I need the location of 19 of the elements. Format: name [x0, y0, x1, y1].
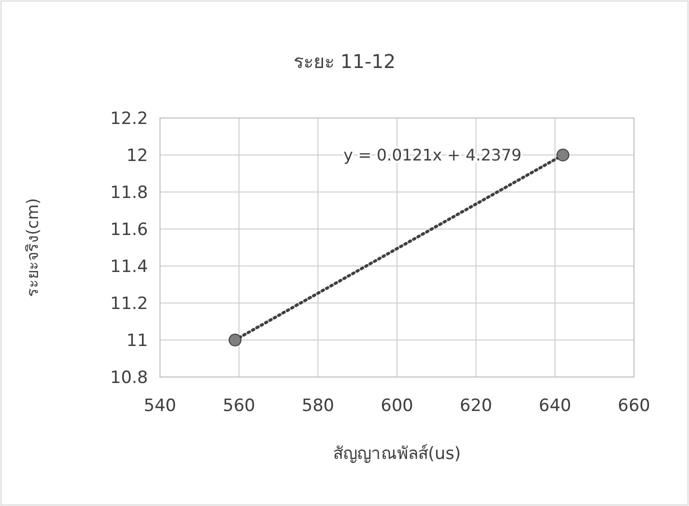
x-tick-label: 540 [144, 396, 176, 416]
y-tick-label: 10.8 [110, 368, 148, 388]
y-tick-label: 11.2 [110, 294, 148, 314]
y-tick-label: 11.6 [110, 220, 148, 240]
y-axis-title: ระยะจริง(cm) [23, 198, 42, 297]
x-tick-label: 580 [302, 396, 334, 416]
y-tick-label: 11 [126, 330, 148, 351]
y-tick-label: 11.4 [110, 256, 148, 277]
x-tick-label: 560 [222, 396, 256, 416]
x-tick-label: 620 [460, 396, 492, 416]
y-tick-label: 11.8 [110, 182, 148, 203]
chart-title: ระยะ 11-12 [293, 51, 396, 73]
x-axis-title: สัญญาณพัลส์(us) [333, 444, 461, 464]
x-tick-label: 600 [380, 396, 414, 416]
x-tick-label: 660 [618, 396, 650, 416]
y-tick-label: 12.2 [110, 108, 148, 129]
y-tick-label: 12 [126, 146, 148, 166]
x-tick-label: 640 [538, 396, 572, 416]
annotation: y = 0.0121x + 4.2379 [344, 146, 522, 165]
